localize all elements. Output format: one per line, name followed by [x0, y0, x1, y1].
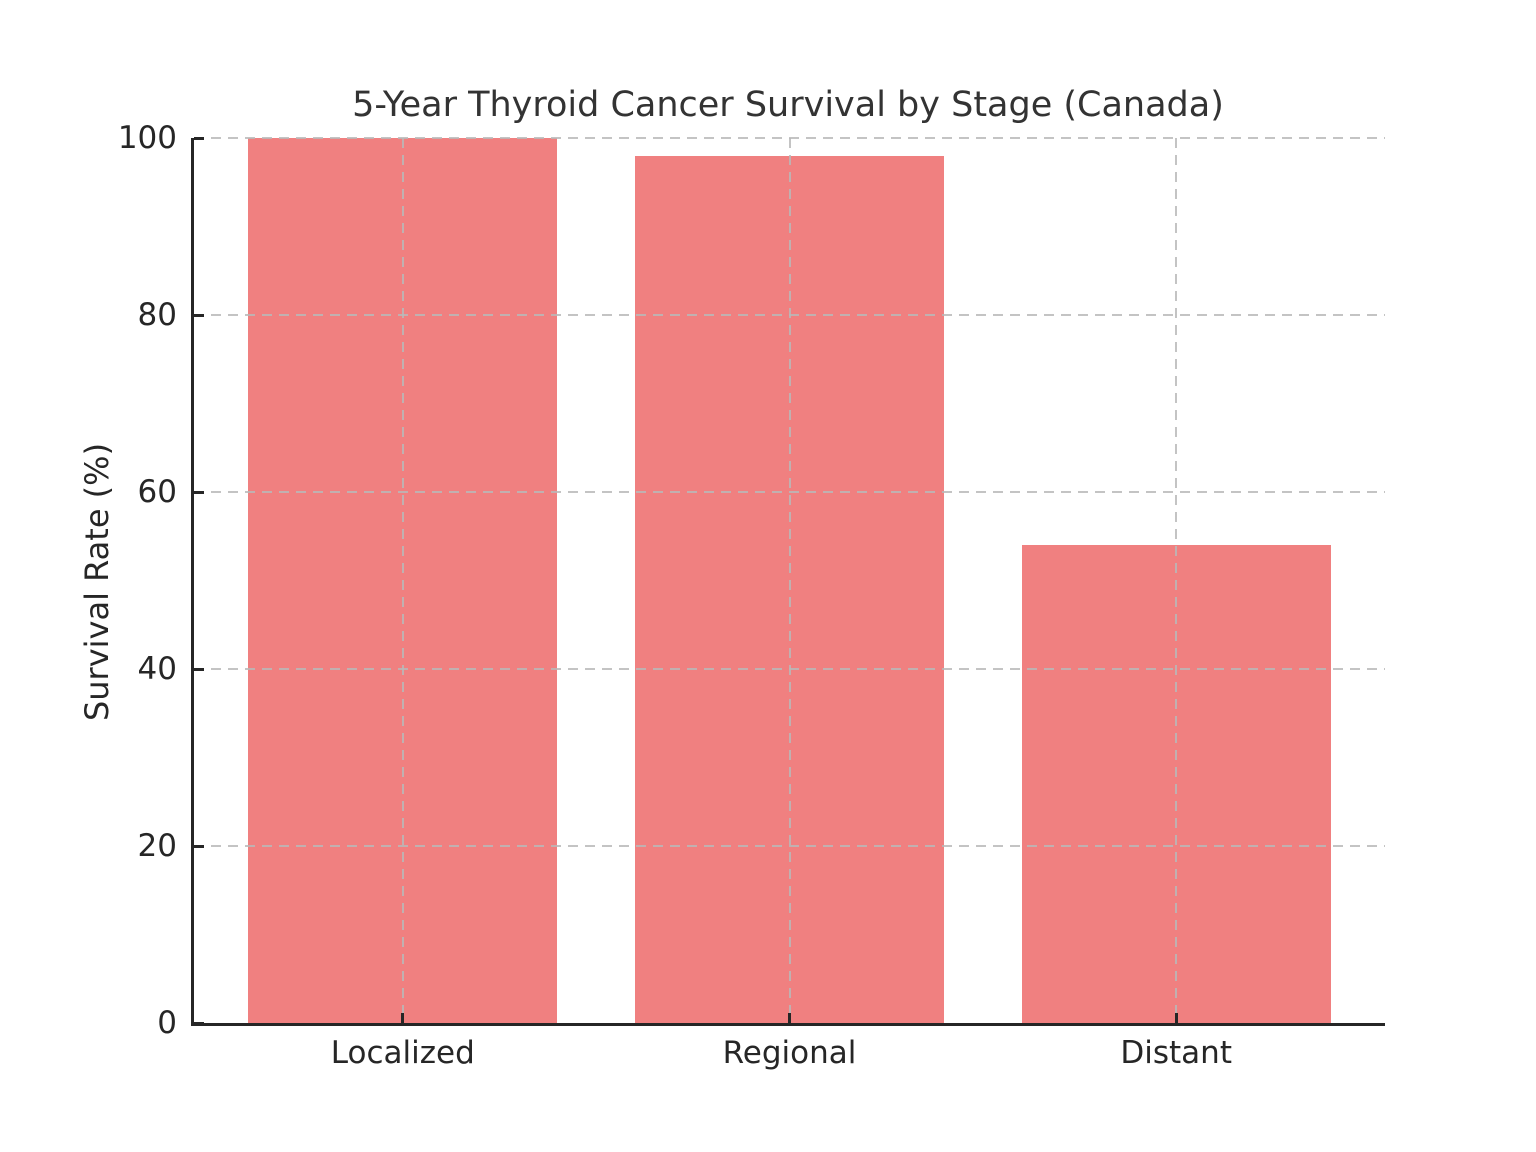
gridline-vertical	[1175, 138, 1178, 1023]
y-tick-mark	[194, 1021, 204, 1025]
x-tick-label-regional: Regional	[722, 1035, 857, 1071]
y-tick-mark	[194, 844, 204, 848]
x-tick-mark	[788, 1013, 791, 1023]
gridline-horizontal	[194, 845, 1385, 847]
gridline-horizontal	[194, 491, 1385, 493]
x-tick-label-distant: Distant	[1120, 1035, 1232, 1071]
gridline-horizontal	[194, 314, 1385, 316]
gridline-horizontal	[194, 137, 1385, 139]
y-tick-label: 40	[137, 651, 177, 687]
gridline-vertical	[401, 138, 404, 1023]
y-tick-label: 20	[137, 828, 177, 864]
chart-title: 5-Year Thyroid Cancer Survival by Stage …	[352, 85, 1224, 125]
y-tick-mark	[194, 667, 204, 671]
x-tick-mark	[1174, 1013, 1178, 1023]
y-tick-label: 0	[157, 1005, 177, 1041]
y-tick-label: 60	[137, 474, 177, 510]
gridline-horizontal	[194, 668, 1385, 670]
x-tick-label-localized: Localized	[330, 1035, 475, 1071]
plot-area	[191, 136, 1385, 1026]
gridline-vertical	[788, 138, 791, 1023]
y-tick-mark	[194, 136, 204, 140]
y-tick-mark	[194, 490, 204, 494]
y-tick-mark	[194, 313, 204, 317]
y-tick-label: 80	[137, 297, 177, 333]
y-tick-label: 100	[117, 120, 177, 156]
x-tick-mark	[401, 1013, 405, 1023]
